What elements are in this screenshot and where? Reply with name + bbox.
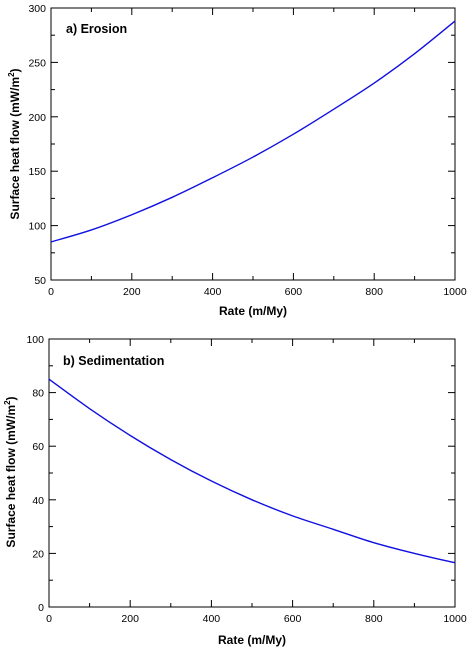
y-axis-title-erosion: Surface heat flow (mW/m2)	[7, 68, 22, 219]
y-axis-title-erosion-sup: 2	[7, 72, 16, 77]
x-tick-label: 0	[46, 613, 52, 625]
x-tick-label: 200	[121, 613, 139, 625]
y-axis-title-sedimentation-main: Surface heat flow (mW/m	[4, 405, 18, 548]
series-line-erosion	[50, 20, 456, 243]
y-tick-label: 40	[32, 495, 44, 507]
x-axis-title-sedimentation: Rate (m/My)	[218, 633, 286, 647]
plot-frame-erosion	[50, 7, 456, 281]
y-tick-label: 150	[28, 166, 46, 178]
x-tick-label: 800	[365, 613, 383, 625]
plot-frame-sedimentation	[48, 338, 456, 608]
series-line-sedimentation	[48, 378, 456, 564]
chart-title-erosion: a) Erosion	[66, 22, 127, 36]
y-tick-labels-sedimentation: 0 20 40 60 80 100	[26, 334, 44, 614]
x-tick-label: 200	[123, 286, 141, 298]
y-tick-label: 20	[32, 548, 44, 560]
x-tick-label: 0	[48, 286, 54, 298]
gridless-ticks-erosion	[50, 7, 456, 281]
y-axis-title-erosion-tail: )	[8, 68, 22, 72]
y-axis-title-erosion-main: Surface heat flow (mW/m	[8, 77, 22, 220]
x-tick-label: 1000	[443, 613, 467, 625]
x-tick-label: 400	[204, 286, 222, 298]
y-tick-label: 50	[34, 275, 46, 287]
x-tick-label: 600	[285, 286, 303, 298]
chart-title-sedimentation: b) Sedimentation	[63, 354, 164, 368]
x-tick-label: 600	[284, 613, 302, 625]
y-tick-label: 0	[38, 602, 44, 614]
y-tick-label: 300	[28, 3, 46, 15]
panel-sedimentation: 0 200 400 600 800 1000 0 20 40 60 80 100 b) Sedime…	[3, 334, 467, 647]
y-axis-title-sedimentation-sup: 2	[3, 400, 12, 405]
panel-erosion: 0 200 400 600 800 1000 50 100 150 200 250 300 a) E…	[7, 3, 467, 318]
y-tick-label: 250	[28, 57, 46, 69]
y-tick-label: 200	[28, 112, 46, 124]
y-tick-label: 100	[26, 334, 44, 346]
y-tick-labels-erosion: 50 100 150 200 250 300	[28, 3, 46, 287]
y-tick-label: 80	[32, 388, 44, 400]
x-tick-label: 1000	[443, 286, 467, 298]
x-tick-labels-erosion: 0 200 400 600 800 1000	[48, 286, 467, 298]
gridless-ticks-sedimentation	[48, 338, 456, 608]
x-tick-labels-sedimentation: 0 200 400 600 800 1000	[46, 613, 467, 625]
x-tick-label: 800	[365, 286, 383, 298]
y-axis-title-sedimentation-tail: )	[4, 396, 18, 400]
y-tick-label: 100	[28, 221, 46, 233]
x-axis-title-erosion: Rate (m/My)	[219, 304, 287, 318]
y-axis-title-sedimentation: Surface heat flow (mW/m2)	[3, 396, 18, 547]
y-tick-label: 60	[32, 441, 44, 453]
x-tick-label: 400	[203, 613, 221, 625]
